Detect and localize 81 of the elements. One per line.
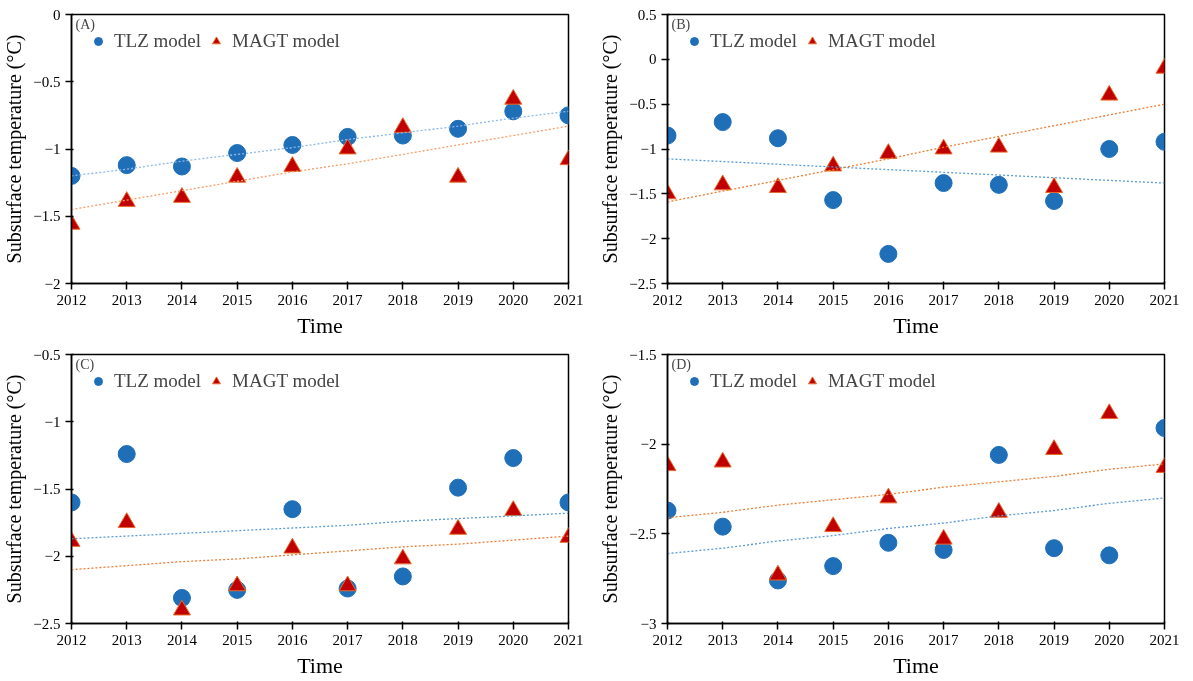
x-tick-label: 2015 (818, 291, 849, 308)
chart-title: (B) (671, 16, 691, 33)
x-tick-label: 2021 (1149, 631, 1180, 648)
x-tick-label: 2013 (111, 631, 142, 648)
legend-label: MAGT model (828, 30, 936, 52)
x-tick-label: 2019 (443, 291, 474, 308)
x-tick-label: 2012 (652, 291, 683, 308)
x-tick-label: 2019 (1039, 291, 1070, 308)
x-tick-label: 2018 (983, 631, 1014, 648)
legend-label: TLZ model (114, 370, 202, 392)
y-tick-label: −1.5 (629, 346, 657, 363)
y-axis-title: Subsurface temperature (°C) (3, 34, 27, 264)
x-tick-label: 2012 (56, 291, 87, 308)
x-tick-label: 2020 (498, 291, 529, 308)
x-tick-label: 2019 (1039, 631, 1070, 648)
x-tick-label: 2016 (873, 291, 904, 308)
y-tick-label: −2 (640, 230, 657, 247)
x-tick-label: 2020 (1094, 631, 1125, 648)
x-tick-label: 2012 (652, 631, 683, 648)
x-tick-label: 2018 (387, 631, 418, 648)
legend-label: MAGT model (232, 370, 340, 392)
y-tick-label: −2 (44, 548, 61, 565)
legend-label: MAGT model (828, 370, 936, 392)
y-tick-label: −2.5 (33, 615, 61, 632)
x-tick-label: 2015 (818, 631, 849, 648)
x-tick-label: 2012 (56, 631, 87, 648)
x-axis-title: Time (893, 652, 939, 678)
legend-label: TLZ model (114, 30, 202, 52)
x-tick-label: 2014 (166, 291, 198, 308)
x-tick-label: 2016 (277, 291, 308, 308)
x-tick-label: 2019 (443, 631, 474, 648)
x-tick-label: 2016 (873, 631, 904, 648)
y-axis-title: Subsurface temperature (°C) (599, 34, 623, 264)
x-axis-title: Time (893, 312, 939, 338)
y-tick-label: −3 (640, 615, 657, 632)
y-tick-label: −2.5 (629, 525, 657, 542)
y-tick-label: −0.5 (629, 96, 657, 113)
y-tick-label: −1 (44, 413, 61, 430)
y-tick-label: −1.5 (629, 185, 657, 202)
y-tick-label: −1.5 (33, 208, 61, 225)
x-tick-label: 2020 (1094, 291, 1125, 308)
y-tick-label: −1.5 (33, 481, 61, 497)
x-axis-title: Time (297, 652, 343, 678)
x-tick-label: 2013 (707, 291, 738, 308)
chart-title: (D) (671, 356, 692, 373)
x-tick-label: 2013 (707, 631, 738, 648)
x-tick-label: 2014 (762, 631, 794, 648)
x-tick-label: 2015 (222, 291, 253, 308)
x-tick-label: 2014 (166, 631, 198, 648)
x-tick-label: 2014 (762, 291, 794, 308)
x-tick-label: 2018 (983, 291, 1014, 308)
x-tick-label: 2015 (222, 631, 253, 648)
x-tick-label: 2017 (928, 631, 960, 648)
legend-label: MAGT model (232, 30, 340, 52)
x-tick-label: 2021 (553, 291, 584, 308)
x-tick-label: 2017 (928, 291, 960, 308)
y-axis-title: Subsurface temperature (°C) (599, 374, 623, 604)
y-tick-label: 0 (649, 51, 657, 68)
y-tick-label: −0.5 (33, 346, 61, 363)
chart-title: (A) (75, 16, 96, 33)
y-tick-label: 0.5 (637, 6, 657, 23)
chart-title: (C) (75, 356, 95, 373)
y-axis-title: Subsurface temperature (°C) (3, 374, 27, 604)
x-tick-label: 2017 (332, 631, 364, 648)
x-tick-label: 2021 (553, 631, 584, 648)
y-tick-label: 0 (53, 6, 61, 23)
y-tick-label: −2.5 (629, 275, 657, 292)
x-tick-label: 2021 (1149, 291, 1180, 308)
y-tick-label: −0.5 (33, 73, 61, 90)
x-tick-label: 2013 (111, 291, 142, 308)
legend-label: TLZ model (710, 370, 798, 392)
x-tick-label: 2016 (277, 631, 308, 648)
y-tick-label: −1 (640, 141, 657, 157)
y-tick-label: −1 (44, 141, 61, 157)
legend-label: TLZ model (710, 30, 798, 52)
x-tick-label: 2017 (332, 291, 364, 308)
y-tick-label: −2 (640, 436, 657, 453)
x-tick-label: 2018 (387, 291, 418, 308)
y-tick-label: −2 (44, 275, 61, 292)
x-axis-title: Time (297, 312, 343, 338)
x-tick-label: 2020 (498, 631, 529, 648)
